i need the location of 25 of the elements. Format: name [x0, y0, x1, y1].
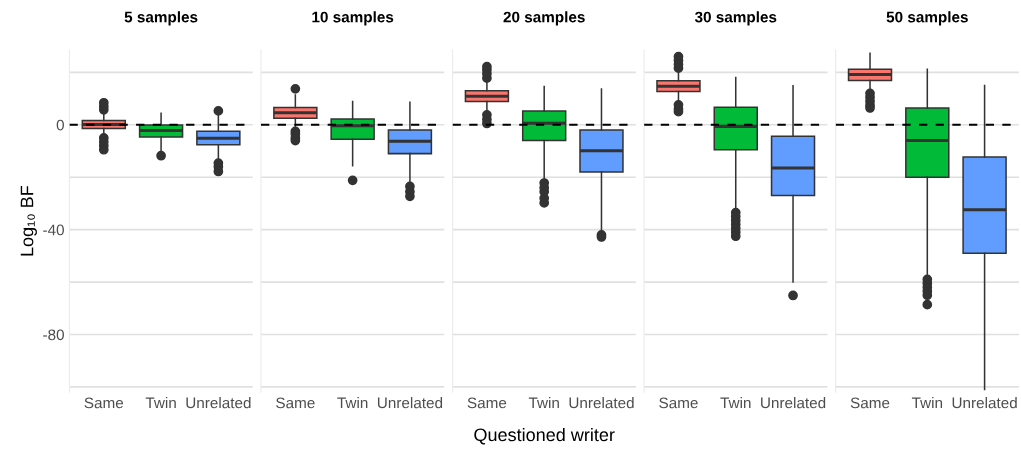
x-tick-label: Same: [850, 397, 890, 409]
x-tick-label: Twin: [720, 397, 751, 409]
x-tick-label: Unrelated: [569, 397, 634, 409]
chart-title: 30 samples: [694, 11, 777, 26]
x-tick-label: Twin: [528, 397, 559, 409]
x-tick-label: Unrelated: [377, 397, 443, 409]
x-tick-label: Same: [84, 397, 124, 409]
x-tick-label: Twin: [145, 397, 176, 409]
chart-title: 50 samples: [886, 11, 968, 26]
x-tick-label: Twin: [337, 397, 368, 409]
x-tick-label: Twin: [911, 397, 943, 409]
x-tick-label: Same: [467, 397, 507, 409]
chart-title: 10 samples: [312, 11, 394, 26]
y-tick-label: -40: [43, 224, 64, 236]
x-tick-label: Same: [276, 397, 315, 409]
x-tick-label: Unrelated: [952, 397, 1017, 409]
y-axis-title: Log₁₀ BF: [20, 185, 37, 256]
x-tick-label: Unrelated: [186, 397, 251, 409]
x-tick-label: Same: [659, 397, 698, 409]
y-tick-label: -80: [43, 329, 64, 341]
x-tick-label: Unrelated: [761, 397, 826, 409]
y-tick-label: 0: [56, 119, 64, 131]
chart-title: 5 samples: [124, 11, 198, 26]
chart-title: 20 samples: [503, 11, 585, 26]
x-axis-title: Questioned writer: [474, 427, 615, 445]
